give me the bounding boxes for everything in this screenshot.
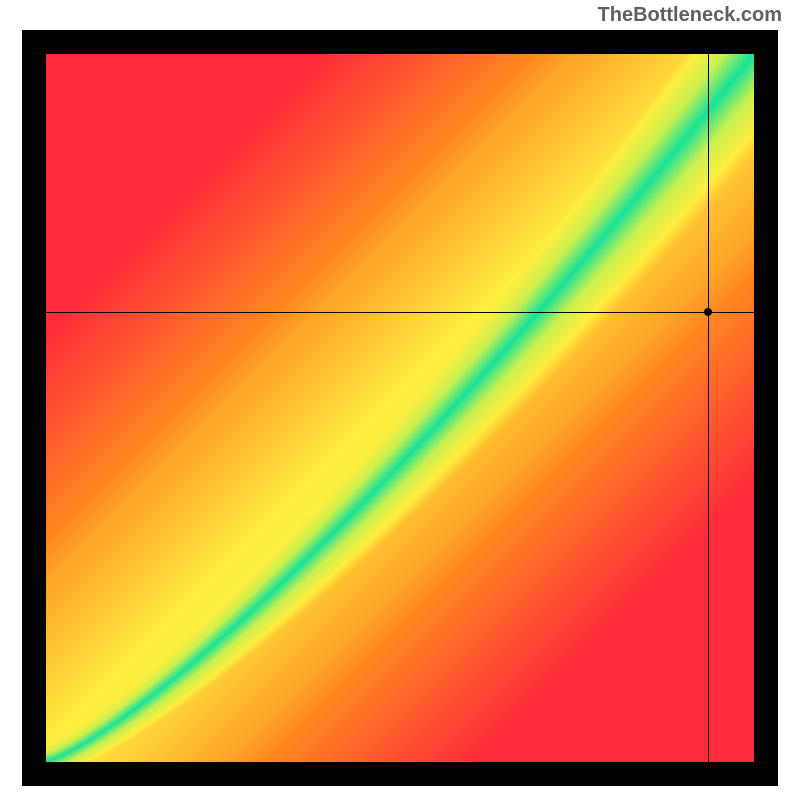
chart-container: TheBottleneck.com (0, 0, 800, 800)
crosshair-vertical (708, 54, 709, 762)
heatmap-canvas (46, 54, 754, 762)
watermark-text: TheBottleneck.com (598, 4, 782, 27)
crosshair-horizontal (46, 312, 754, 313)
